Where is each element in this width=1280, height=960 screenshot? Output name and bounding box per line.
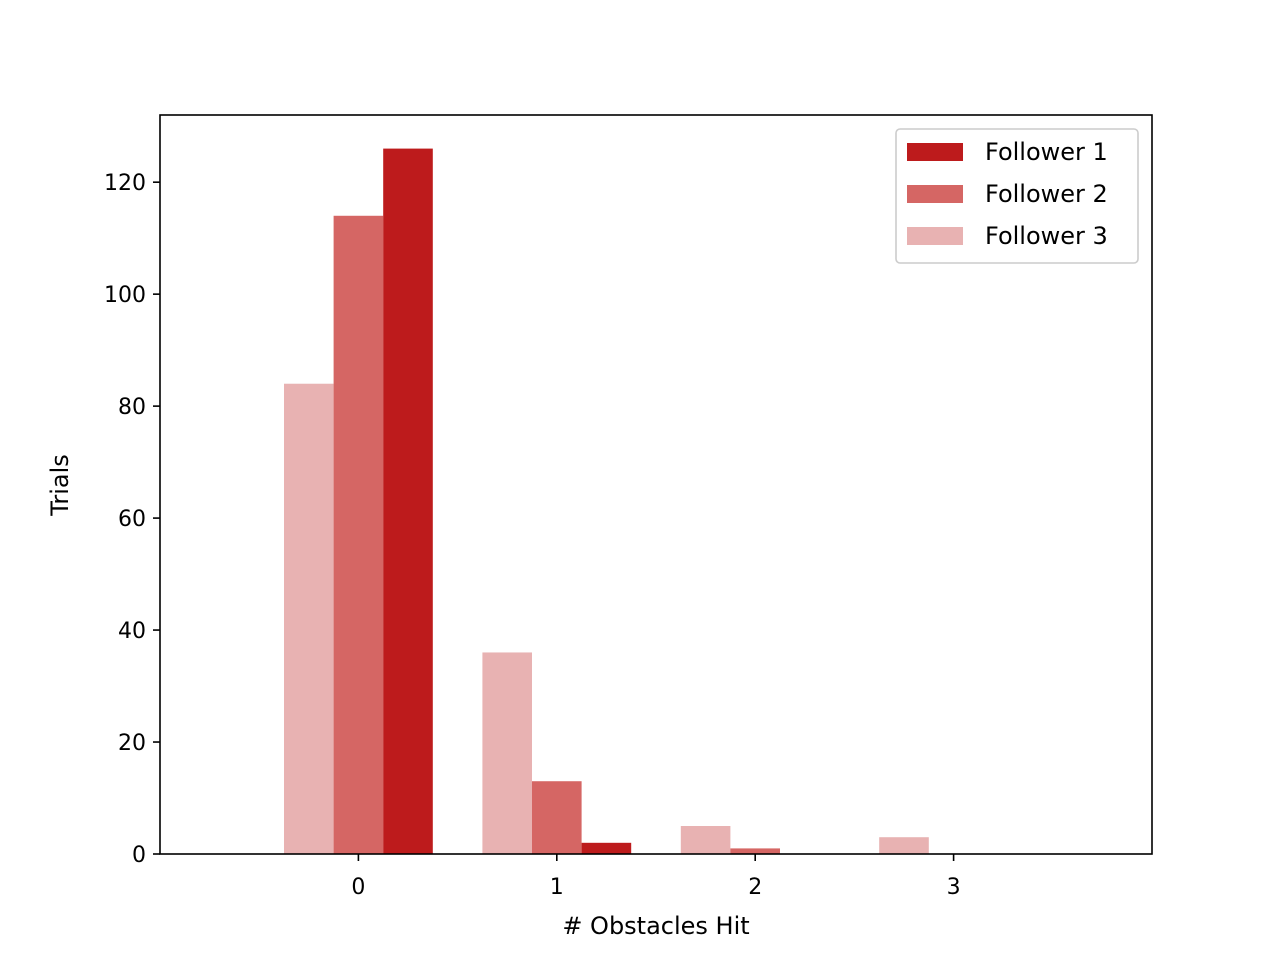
x-axis-label: # Obstacles Hit [562,912,749,940]
legend-swatch [907,185,963,203]
bar-follower-3-2 [680,826,731,854]
legend-label: Follower 2 [985,180,1108,208]
y-tick-label: 40 [118,619,146,644]
plot-frame [159,114,1153,855]
legend-label: Follower 3 [985,222,1108,250]
y-axis-label: Trials [46,454,74,517]
bar-follower-1-1 [581,842,632,854]
bar-follower-2-0 [333,215,384,855]
legend-label: Follower 1 [985,138,1108,166]
bar-follower-3-3 [879,837,929,854]
bars-group [284,148,929,855]
x-axis: 0 1 2 3 [351,854,961,900]
x-tick-label: 2 [748,875,762,900]
bar-follower-3-1 [482,652,532,854]
bar-follower-2-2 [730,848,780,854]
y-tick-label: 80 [118,395,146,420]
bar-follower-1-0 [383,148,433,854]
y-tick-label: 20 [118,731,146,756]
y-axis: 0 20 40 60 80 100 120 [104,171,160,868]
y-tick-label: 0 [132,843,146,868]
x-tick-label: 3 [947,875,961,900]
bar-follower-2-1 [532,781,582,854]
legend: Follower 1 Follower 2 Follower 3 [895,128,1139,264]
x-tick-label: 0 [351,875,365,900]
x-tick-label: 1 [550,875,564,900]
legend-swatch [907,227,963,245]
y-tick-label: 100 [104,283,146,308]
y-tick-label: 60 [118,507,146,532]
bar-follower-3-0 [284,383,334,854]
y-tick-label: 120 [104,171,146,196]
legend-swatch [907,143,963,161]
